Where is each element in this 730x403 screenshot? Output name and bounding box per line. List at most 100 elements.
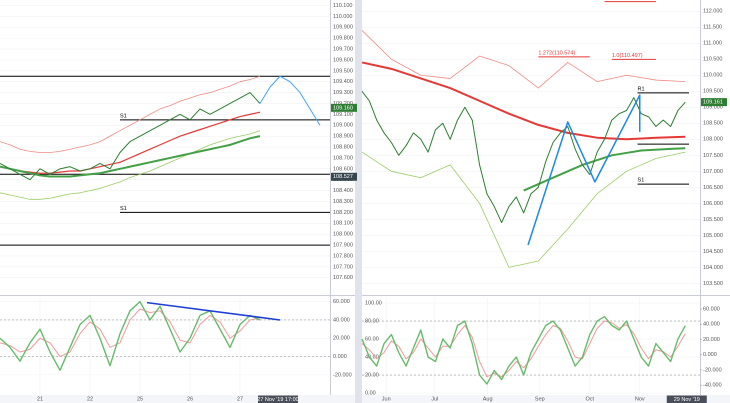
x-tick-label: Sep [535,396,545,402]
y-tick-label: 107.900 [333,243,353,249]
y2-tick-label: -40.000 [703,383,722,389]
level-label: R1 [638,86,645,92]
cursor-label: 29 Nov '19 [674,397,700,403]
y-tick-label: 60.000 [333,299,350,305]
y2-tick-label: 60.000 [703,306,720,312]
time-axis [0,395,355,403]
y-tick-label: 108.400 [333,188,353,194]
y-tick-label: 107.600 [333,275,353,281]
series-line [361,30,686,89]
y-tick-label: 0.000 [333,354,347,360]
x-tick-label: Oct [586,396,595,402]
y-tick-label: 110.100 [333,3,352,9]
y-tick-label: 111.000 [703,41,722,47]
level-label: S1 [120,206,127,212]
y-tick-label: 109.400 [333,79,353,85]
y2-tick-label: -20.000 [703,367,722,373]
y-tick-label: 104.500 [703,249,723,255]
price-label-box [701,98,727,107]
y-tick-label: 108.800 [333,144,353,150]
cursor-label-box [666,395,707,403]
series-line [0,92,261,181]
y-tick-label: 108.900 [333,134,353,140]
price-label: 109.161 [703,100,723,106]
y2-tick-label: 40.000 [703,322,720,328]
level-label: 1.618(112.299) [604,0,641,1]
series-line [361,320,686,378]
y-tick-label: 108.000 [333,232,353,238]
y-tick-label: 103.500 [703,281,723,287]
series-line [527,94,641,246]
x-tick-label: Aug [483,396,493,402]
price-label-box [331,103,357,112]
y-tick-label: 107.700 [333,264,353,270]
separator [355,0,362,403]
y-tick-label: 109.000 [333,123,353,129]
y-tick-label: 107.000 [703,169,723,175]
y-tick-label: 100.00 [365,300,382,306]
y-tick-label: 109.300 [333,90,353,96]
level-label: S1 [120,113,127,119]
y-tick-label: 104.000 [703,265,723,271]
series-line [0,308,261,358]
y-tick-label: 107.800 [333,253,353,259]
x-tick-label: 21 [37,396,43,402]
y-tick-label: 106.500 [703,185,723,191]
series-line [361,90,686,224]
series-line [523,147,686,192]
y-tick-label: 108.000 [703,137,723,143]
y-tick-label: 108.300 [333,199,353,205]
price-label: 108.527 [333,174,353,180]
y-tick-label: 108.600 [333,166,353,172]
y-tick-label: 109.000 [703,105,723,111]
x-tick-label: 27 [237,396,243,402]
y-tick-label: 105.000 [703,233,723,239]
cursor-label: 27 Nov '19 17:00 [257,397,298,403]
x-tick-label: Jun [382,396,391,402]
series-line [361,151,686,268]
series-line [0,135,261,178]
y-tick-label: 109.100 [333,112,353,118]
price-label: 109.160 [333,105,353,111]
series-line [146,301,281,321]
x-tick-label: 25 [137,396,143,402]
y2-tick-label: 20.000 [703,337,720,343]
y-tick-label: 108.100 [333,221,353,227]
y-tick-label: 109.500 [333,68,353,74]
y-tick-label: 20.000 [333,336,350,342]
y-tick-label: 107.500 [703,153,723,159]
level-label: 1.0(110.497) [612,53,643,59]
cursor-label-box [258,395,298,403]
series-line [361,315,686,385]
level-label: 1.272(110.574) [538,50,575,56]
y-tick-label: 105.500 [703,217,723,223]
series-line [0,75,261,153]
y-tick-label: -20.000 [333,372,352,378]
x-tick-label: Nov [635,396,645,402]
y-tick-label: 106.000 [703,201,723,207]
y-tick-label: 0.00 [365,390,376,396]
y-tick-label: 109.700 [333,46,353,52]
series-line [0,111,261,174]
y-tick-label: 109.800 [333,36,353,42]
x-tick-label: 22 [87,396,93,402]
y-tick-label: 109.900 [333,25,353,31]
series-line [0,300,261,371]
y-tick-label: 109.600 [333,57,353,63]
series-line [361,61,686,141]
y-tick-label: 40.000 [333,317,350,323]
y-tick-label: 112.000 [703,9,722,15]
time-axis [362,395,730,403]
y-tick-label: 109.500 [703,89,723,95]
y-tick-label: 110.000 [333,14,352,20]
x-tick-label: Jul [431,396,438,402]
price-label-box [331,172,357,181]
y2-tick-label: 0.000 [703,352,717,358]
series-line [0,130,261,200]
y-tick-label: 108.700 [333,155,353,161]
series-line [259,75,321,126]
y-tick-label: 108.500 [703,121,723,127]
level-label: S1 [638,178,645,184]
